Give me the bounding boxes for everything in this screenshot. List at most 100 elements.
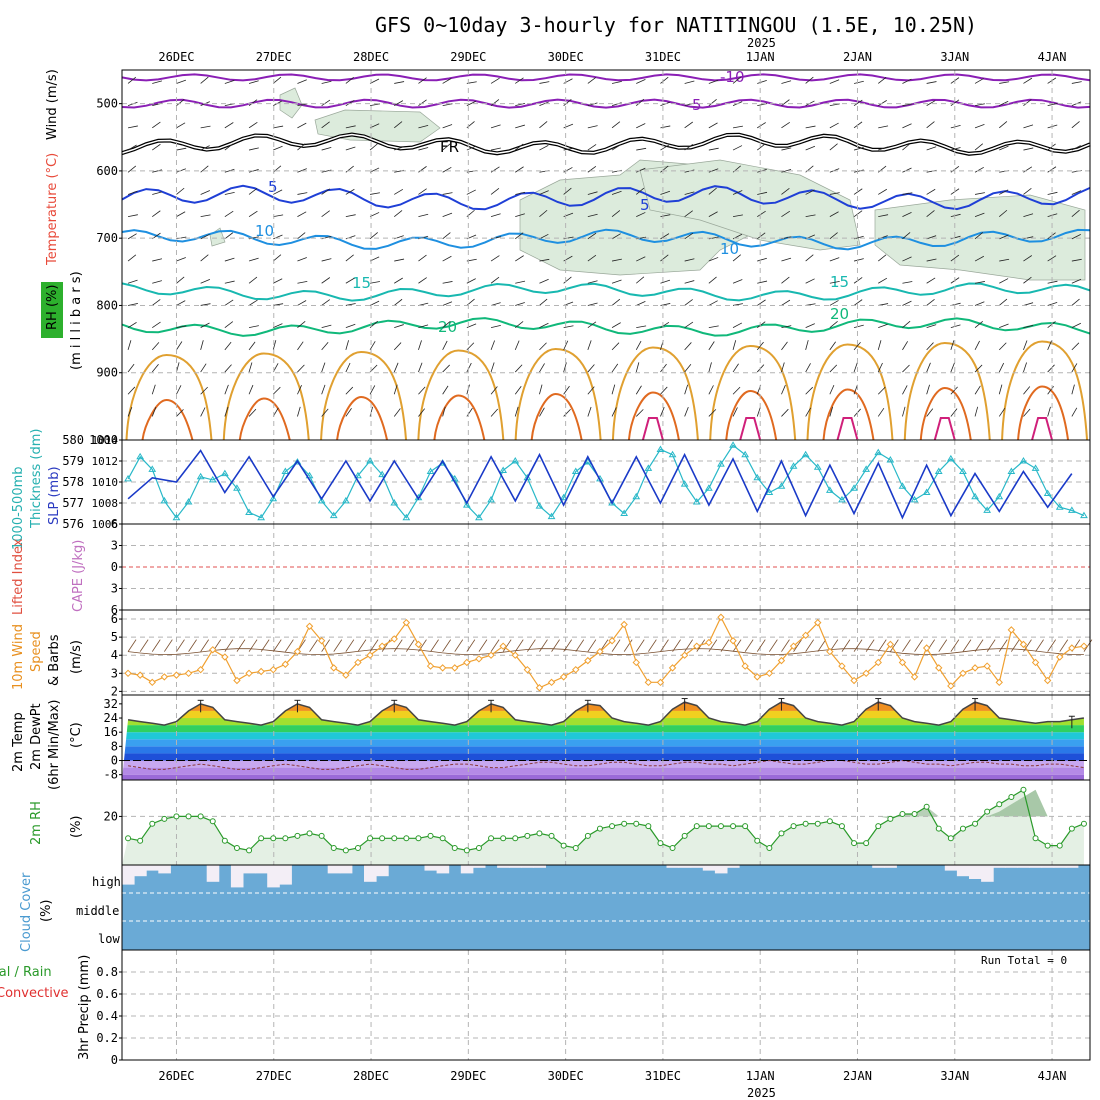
wind-barb [563, 78, 573, 84]
wind-barb [974, 192, 985, 195]
wind-barb [442, 281, 453, 284]
wind-barb [974, 212, 985, 218]
isotherm-10C [121, 228, 1091, 251]
rh-plume-inner [1017, 385, 1070, 441]
wind-barb [684, 121, 693, 129]
wind-barb [248, 341, 256, 351]
wind-barb [805, 386, 814, 395]
rh-point [548, 832, 555, 839]
wind-barb [878, 76, 887, 84]
wind-barb [781, 210, 791, 217]
thick-ytick: 578 [62, 475, 84, 489]
cloud-gap [666, 865, 680, 868]
surface-wind-barb [539, 639, 548, 652]
lifted-ytick: 3 [111, 582, 118, 596]
wind-barb [853, 384, 858, 395]
rh-point [451, 845, 458, 851]
surface-wind-barb [805, 639, 814, 652]
wind-barb [660, 279, 671, 284]
wind-barb [200, 386, 208, 395]
wind-barb [1023, 213, 1034, 218]
wind-barb [224, 257, 235, 262]
temp-color-band [122, 746, 1084, 754]
rh-point [669, 845, 676, 851]
wind-barb [152, 210, 161, 217]
wind-barb [926, 210, 935, 217]
slp-point [571, 467, 580, 474]
time-label-bottom: 1JAN [746, 1069, 775, 1083]
wind-barb [490, 325, 501, 329]
wind-speed-point [475, 655, 483, 663]
rh-point [330, 845, 337, 851]
wind-speed-point [124, 669, 132, 678]
wind-barb [878, 125, 889, 129]
wind-barb [635, 340, 642, 351]
wind-barb [224, 364, 232, 373]
cloud-gap [436, 865, 450, 874]
wind-barb [853, 324, 864, 329]
wind-barb [200, 340, 204, 350]
wind-barb [660, 321, 670, 328]
rh-contour-area [639, 159, 861, 251]
cloud-gap [327, 865, 341, 874]
cloud-gap [230, 865, 244, 888]
wind-speed-point [1043, 676, 1052, 685]
cloud-gap [969, 865, 982, 879]
wind-barb [950, 362, 955, 373]
thick-ytick: 580 [62, 433, 84, 447]
wind-barb [321, 362, 326, 373]
wind-barb [176, 99, 185, 106]
slp-point [523, 473, 532, 481]
wind-barb [974, 281, 985, 284]
wind-barb [224, 143, 233, 151]
wind-barb [200, 407, 206, 417]
wind-barb [248, 325, 259, 329]
rh-point [596, 825, 603, 832]
wind-barb [176, 385, 182, 395]
wind-barb [587, 340, 592, 350]
wind-barb [151, 384, 156, 395]
slp-point [184, 497, 193, 505]
wind-barb [224, 210, 234, 217]
wind-barb [200, 303, 211, 306]
cloud-gap [122, 865, 135, 885]
wind-speed-point [947, 682, 955, 690]
wind-barb [635, 362, 640, 373]
slp-point [245, 508, 253, 515]
cloud-gap [472, 865, 486, 868]
wind-speed-point [753, 673, 761, 681]
rh-point [1056, 842, 1063, 849]
rh-point [524, 832, 531, 839]
isotherm-freezing-outer [121, 132, 1091, 156]
wind-barb [660, 144, 670, 151]
wind-barb [587, 165, 597, 173]
contour-label: 20 [438, 318, 457, 336]
wind-barb [418, 147, 429, 151]
cloud-gap [339, 865, 353, 874]
wind-speed-point [826, 647, 834, 656]
wind-barb [514, 406, 519, 417]
wind-barb [248, 121, 258, 129]
wind-barb [708, 257, 719, 262]
rh-point [560, 842, 567, 849]
label-total-rain: Total / Rain [0, 965, 52, 980]
wind-barb [635, 409, 644, 417]
slp-point [729, 441, 737, 448]
wind-speed-point [850, 676, 858, 685]
rh-point [233, 845, 240, 851]
surface-wind-barb [563, 639, 572, 652]
wind-speed-point [1080, 642, 1088, 650]
surface-wind-barb [938, 639, 948, 652]
wind-barb [829, 103, 840, 107]
wind-barb [393, 384, 398, 395]
surface-wind-barb [950, 639, 960, 652]
wind-barb [974, 364, 983, 373]
wind-barb [466, 189, 476, 195]
contour-label: 15 [830, 273, 849, 291]
wind-barb [176, 257, 186, 262]
surface-wind-barb [1059, 639, 1069, 652]
wind-barb [708, 187, 717, 195]
wind-barb [587, 213, 598, 218]
wind-barb [877, 362, 883, 373]
wind-barb [466, 145, 477, 151]
